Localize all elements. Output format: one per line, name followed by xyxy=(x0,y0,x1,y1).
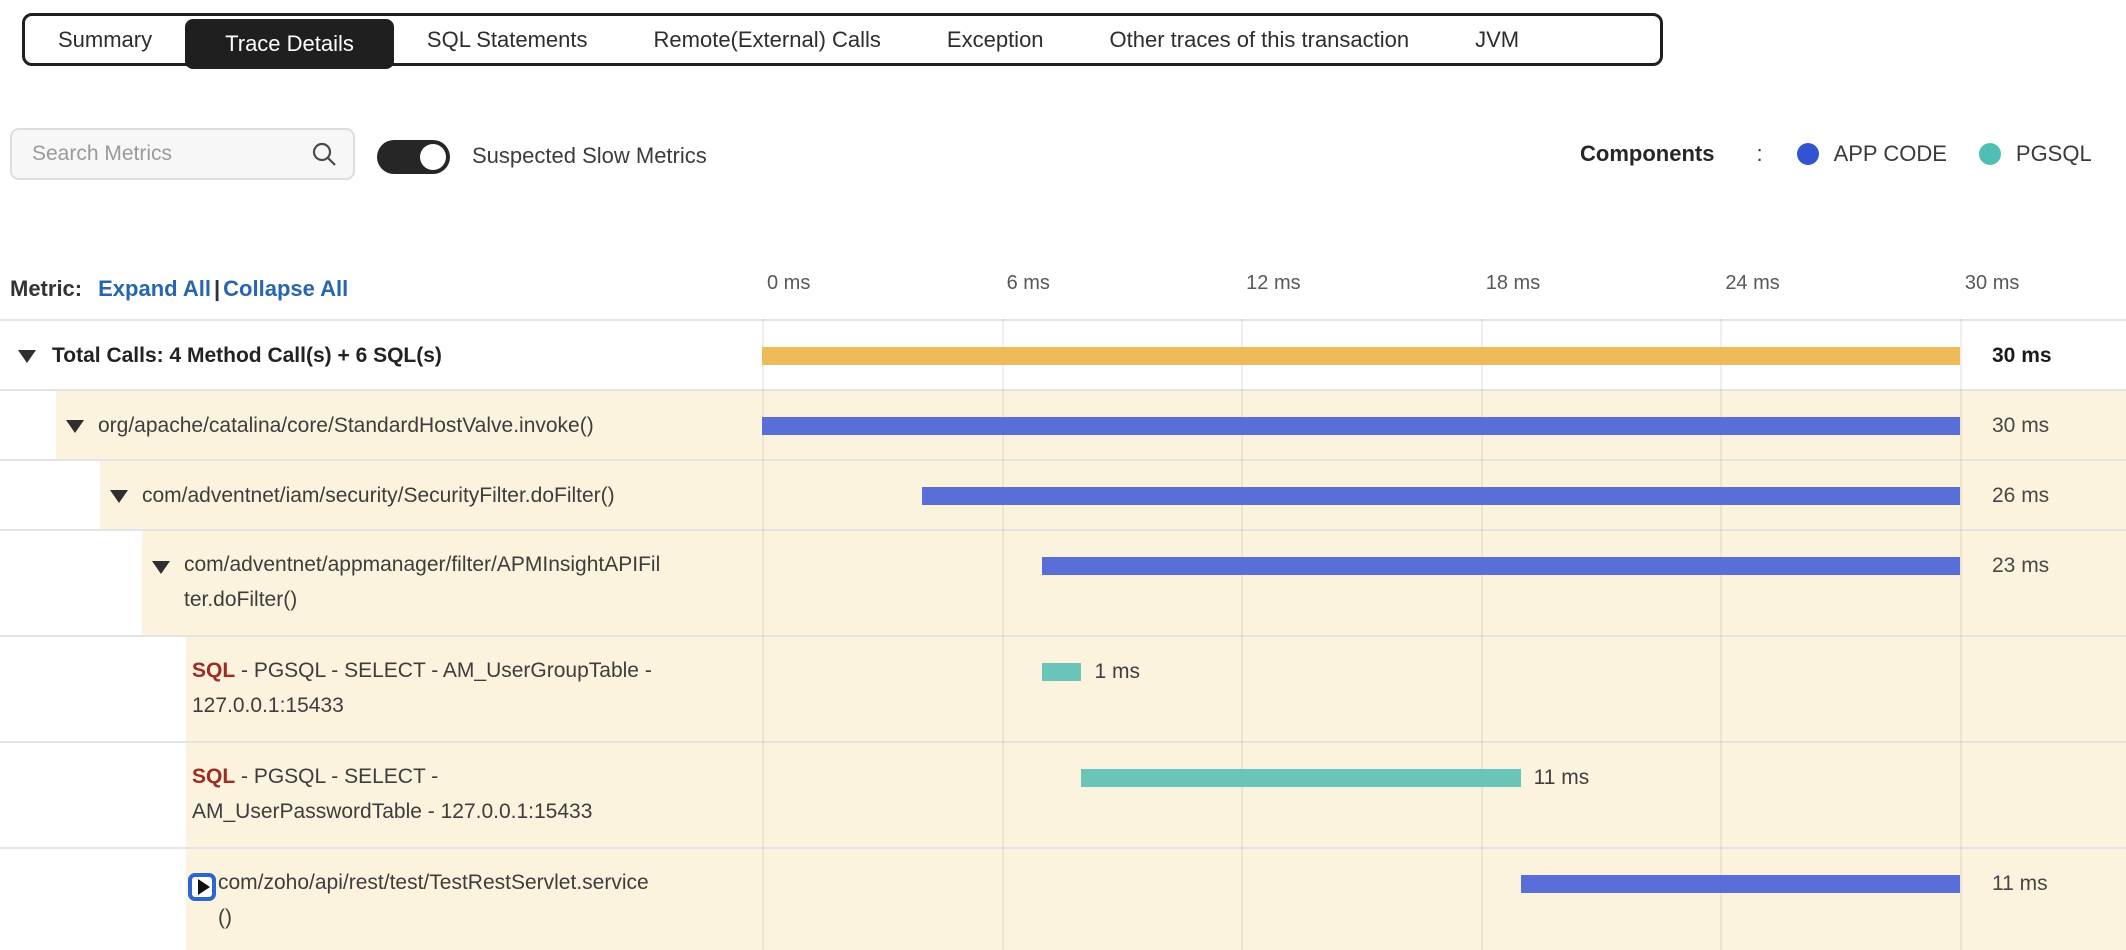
collapse-arrow-icon[interactable] xyxy=(110,490,128,503)
bar-duration-label: 11 ms xyxy=(1533,766,1590,789)
duration-bar-app-code[interactable] xyxy=(1520,875,1960,893)
metric-name[interactable]: SQL - PGSQL - SELECT - AM_UserGroupTable… xyxy=(192,659,652,717)
search-icon[interactable] xyxy=(311,141,337,167)
bar-duration-label: 1 ms xyxy=(1094,660,1140,683)
axis-tick-label: 30 ms xyxy=(1964,272,2020,294)
link-divider: | xyxy=(214,276,221,301)
time-axis: 0 ms 6 ms 12 ms 18 ms 24 ms 30 ms xyxy=(0,272,2126,302)
trace-row: com/zoho/api/rest/test/TestRestServlet.s… xyxy=(0,847,2126,950)
legend-item-app-code: APP CODE xyxy=(1796,141,1947,167)
trace-row: com/adventnet/appmanager/filter/APMInsig… xyxy=(0,529,2126,635)
tab-remote-external-calls[interactable]: Remote(External) Calls xyxy=(653,27,881,52)
sql-badge: SQL xyxy=(192,659,236,682)
metric-name[interactable]: Total Calls: 4 Method Call(s) + 6 SQL(s) xyxy=(52,344,442,367)
tab-exception[interactable]: Exception xyxy=(946,27,1044,52)
row-highlight xyxy=(142,531,2126,635)
duration-bar-app-code[interactable] xyxy=(1041,557,1960,575)
components-legend: Components : APP CODE PGSQL xyxy=(1580,141,2124,167)
metric-label: Metric: xyxy=(10,276,83,301)
trace-row: SQL - PGSQL - SELECT - AM_UserPasswordTa… xyxy=(0,741,2126,847)
toggle-knob xyxy=(420,144,446,170)
metric-name[interactable]: org/apache/catalina/core/StandardHostVal… xyxy=(98,414,594,437)
duration-bar-total[interactable] xyxy=(762,347,1960,365)
trace-row: Total Calls: 4 Method Call(s) + 6 SQL(s)… xyxy=(0,319,2126,389)
metric-name[interactable]: com/zoho/api/rest/test/TestRestServlet.s… xyxy=(218,871,649,929)
search-box xyxy=(10,128,355,180)
axis-tick-label: 12 ms xyxy=(1246,272,1301,294)
legend-item-pgsql: PGSQL xyxy=(1978,141,2092,167)
duration-bar-pgsql[interactable] xyxy=(1041,663,1082,681)
collapse-arrow-icon[interactable] xyxy=(66,420,84,433)
axis-tick-label: 0 ms xyxy=(767,272,811,294)
metric-name[interactable]: com/adventnet/appmanager/filter/APMInsig… xyxy=(184,553,661,611)
legend-dot-icon xyxy=(1978,143,2001,165)
metric-name[interactable]: com/adventnet/iam/security/SecurityFilte… xyxy=(142,484,615,507)
duration-bar-app-code[interactable] xyxy=(762,417,1960,435)
metric-name[interactable]: SQL - PGSQL - SELECT - AM_UserPasswordTa… xyxy=(192,765,593,823)
legend-label: APP CODE xyxy=(1833,141,1947,166)
trace-waterfall-table: Total Calls: 4 Method Call(s) + 6 SQL(s)… xyxy=(0,319,2126,950)
axis-tick-label: 18 ms xyxy=(1485,272,1541,294)
collapse-all-link[interactable]: Collapse All xyxy=(223,276,349,301)
legend-separator: : xyxy=(1756,141,1763,166)
tab-bar: Summary Trace Details SQL Statements Remote… xyxy=(22,13,1663,69)
collapse-arrow-icon[interactable] xyxy=(152,561,170,574)
row-total-duration: 30 ms xyxy=(1992,414,2050,437)
tab-sql-statements[interactable]: SQL Statements xyxy=(426,27,588,52)
axis-tick-label: 6 ms xyxy=(1006,272,1050,294)
duration-bar-pgsql[interactable] xyxy=(1081,769,1521,787)
sql-badge: SQL xyxy=(192,765,236,788)
row-highlight xyxy=(186,849,2126,950)
legend-label: PGSQL xyxy=(2015,141,2092,166)
row-total-duration: 11 ms xyxy=(1992,872,2048,895)
expand-all-link[interactable]: Expand All xyxy=(98,276,211,301)
row-total-duration: 26 ms xyxy=(1992,484,2050,507)
play-triangle xyxy=(197,879,210,895)
row-highlight xyxy=(186,743,2126,847)
trace-row: SQL - PGSQL - SELECT - AM_UserGroupTable… xyxy=(0,635,2126,741)
row-total-duration: 30 ms xyxy=(1992,344,2052,367)
metric-bar: Metric: Expand All | Collapse All xyxy=(10,276,348,302)
row-highlight xyxy=(186,637,2126,741)
tab-trace-details[interactable]: Trace Details xyxy=(185,18,394,69)
row-total-duration: 23 ms xyxy=(1992,554,2050,577)
trace-row: org/apache/catalina/core/StandardHostVal… xyxy=(0,389,2126,459)
legend-dot-icon xyxy=(1796,143,1819,165)
tab-other-traces-of-this-transaction[interactable]: Other traces of this transaction xyxy=(1109,27,1410,52)
tab-summary[interactable]: Summary xyxy=(58,27,153,52)
tab-jvm[interactable]: JVM xyxy=(1475,27,1520,52)
search-input[interactable] xyxy=(12,142,311,166)
toggle-label: Suspected Slow Metrics xyxy=(472,143,707,168)
duration-bar-app-code[interactable] xyxy=(921,487,1960,505)
trace-row: com/adventnet/iam/security/SecurityFilte… xyxy=(0,459,2126,529)
collapse-arrow-icon[interactable] xyxy=(18,350,36,363)
legend-title: Components xyxy=(1580,141,1715,166)
axis-tick-label: 24 ms xyxy=(1725,272,1780,294)
expand-play-icon[interactable] xyxy=(188,873,216,901)
suspected-slow-metrics-toggle[interactable] xyxy=(377,140,450,174)
